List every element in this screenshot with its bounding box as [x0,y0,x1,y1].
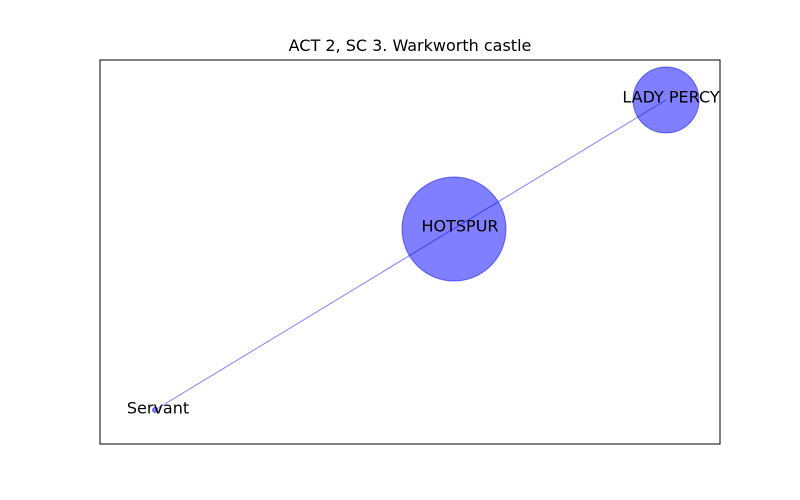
labels-layer: HOTSPUR LADY PERCY Servant [127,88,720,418]
node-hotspur [401,176,507,282]
node-lady-percy [632,66,700,134]
node-label-servant: Servant [127,399,189,418]
chart-title: ACT 2, SC 3. Warkworth castle [289,36,532,55]
node-label-hotspur: HOTSPUR [421,217,498,236]
nodes-layer [152,66,700,413]
plot-frame [99,59,721,445]
node-servant [152,407,158,413]
node-label-lady-percy: LADY PERCY [622,88,720,107]
